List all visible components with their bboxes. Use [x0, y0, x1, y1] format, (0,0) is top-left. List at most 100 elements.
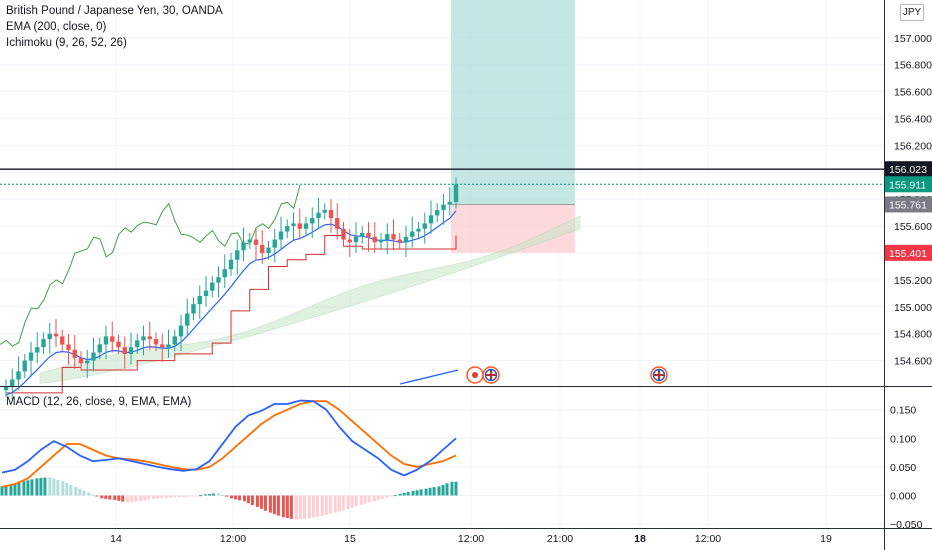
ichimoku-indicator-label[interactable]: Ichimoku (9, 26, 52, 26) [6, 37, 127, 49]
macd-histogram-bar [441, 484, 445, 496]
macd-histogram-bar [432, 487, 436, 496]
candle [372, 222, 377, 253]
macd-histogram-bar [246, 495, 250, 504]
price-axis-label: 156.400 [894, 114, 932, 126]
macd-histogram-bar [217, 493, 221, 496]
price-axis-label: 155.000 [894, 302, 932, 314]
candle-body [322, 209, 327, 213]
candle-body [453, 184, 459, 202]
candle [297, 208, 302, 240]
macd-histogram-bar [43, 477, 47, 496]
candle [166, 329, 171, 358]
macd-histogram-bar [126, 495, 130, 503]
price-axis-label: 156.600 [894, 87, 932, 99]
candle [391, 219, 396, 251]
candle-body [378, 239, 384, 243]
macd-histogram-bar [419, 489, 423, 496]
candle-body [41, 339, 46, 348]
macd-histogram-bar [341, 495, 345, 511]
candle-body [328, 209, 334, 219]
candle-body [266, 247, 271, 253]
time-axis-label: 12:00 [695, 533, 721, 545]
macd-histogram-bar [311, 495, 315, 518]
candle-body [416, 228, 421, 232]
macd-histogram-bar [26, 480, 30, 496]
macd-axis-label: 0.100 [890, 433, 916, 445]
candle [197, 285, 202, 319]
candle [47, 322, 52, 354]
macd-indicator-label[interactable]: MACD (12, 26, close, 9, EMA, EMA) [6, 396, 192, 408]
candle [128, 332, 134, 365]
macd-axis-label: 0.000 [890, 491, 916, 503]
ema-indicator-label[interactable]: EMA (200, close, 0) [6, 21, 107, 33]
candle-body [391, 234, 396, 240]
macd-histogram-bar [406, 491, 410, 496]
macd-histogram-bar [13, 483, 17, 496]
price-label-stop: 155.401 [885, 244, 932, 261]
macd-histogram-bar [242, 495, 246, 502]
time-axis-label: 14 [110, 533, 122, 545]
macd-histogram-bar [130, 495, 134, 502]
candle-body [410, 231, 415, 237]
macd-histogram-bar [182, 495, 186, 498]
macd-histogram-bar [354, 495, 358, 507]
candle [228, 253, 234, 276]
candle [366, 222, 371, 252]
svg-text:155.401: 155.401 [889, 248, 927, 260]
candle-body [22, 360, 27, 372]
candle [178, 314, 184, 352]
macd-histogram-bar [108, 495, 112, 500]
candle [72, 335, 77, 369]
macd-histogram-bar [402, 492, 406, 496]
macd-histogram-bar [328, 495, 332, 514]
candle [272, 228, 277, 263]
candle-body [91, 352, 96, 361]
candle [28, 341, 34, 376]
candle [172, 329, 177, 352]
macd-histogram-bar [367, 495, 371, 503]
macd-histogram-bar [263, 495, 267, 511]
candle [10, 368, 15, 401]
symbol-title[interactable]: British Pound / Japanese Yen, 30, OANDA [6, 5, 223, 17]
macd-histogram-bar [191, 495, 195, 497]
candle [160, 333, 165, 362]
candle [235, 239, 240, 275]
macd-histogram-bar [259, 495, 263, 509]
macd-histogram-bar [91, 494, 95, 496]
candle [403, 226, 409, 258]
macd-histogram-bar [380, 495, 384, 499]
candle-body [335, 218, 340, 229]
macd-histogram-bar [289, 495, 293, 519]
macd-histogram-bar [65, 483, 69, 496]
candle [191, 297, 196, 321]
candle-body [228, 259, 234, 270]
macd-histogram-bar [9, 485, 13, 496]
candle-body [191, 304, 196, 314]
target-zone [451, 0, 575, 205]
candle-body [128, 347, 134, 354]
price-axis-label: 155.200 [894, 275, 932, 287]
price-axis-label: 156.800 [894, 60, 932, 72]
candle [22, 353, 27, 379]
candle-body [3, 386, 9, 391]
candle [141, 325, 146, 356]
macd-histogram-bar [0, 486, 4, 496]
macd-histogram-bar [320, 495, 324, 517]
macd-histogram-bar [204, 494, 208, 496]
macd-histogram-bar [152, 495, 156, 499]
candle-body [85, 360, 90, 364]
candle-body [28, 352, 34, 361]
candle-body [297, 223, 302, 229]
candle [310, 207, 315, 239]
macd-histogram-bar [156, 495, 160, 499]
candle-body [447, 201, 452, 205]
candle-body [203, 290, 209, 297]
macd-histogram-bar [233, 495, 237, 500]
candle-body [16, 371, 21, 380]
candle [385, 223, 390, 255]
candle [378, 232, 384, 249]
candle-body [341, 228, 346, 240]
macd-histogram-bar [100, 495, 104, 499]
currency-badge[interactable]: JPY [900, 4, 924, 21]
